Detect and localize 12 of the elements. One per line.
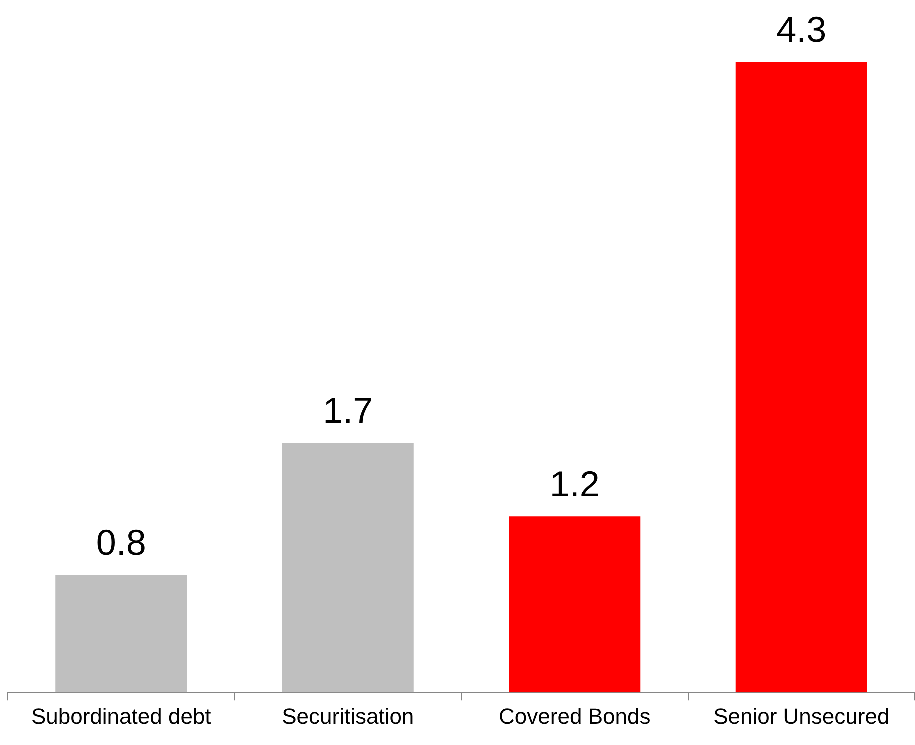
bar <box>56 575 188 693</box>
data-label: 1.2 <box>550 464 600 505</box>
bar <box>736 62 868 693</box>
data-label: 1.7 <box>323 390 374 432</box>
x-tick-label: Securitisation <box>282 704 414 729</box>
x-tick-label: Subordinated debt <box>31 704 212 729</box>
data-label: 0.8 <box>96 522 146 564</box>
bar <box>282 443 414 693</box>
x-tick-label: Covered Bonds <box>499 704 651 729</box>
x-tick-label: Senior Unsecured <box>714 704 890 729</box>
bar <box>509 516 641 693</box>
data-label: 4.3 <box>776 8 827 50</box>
